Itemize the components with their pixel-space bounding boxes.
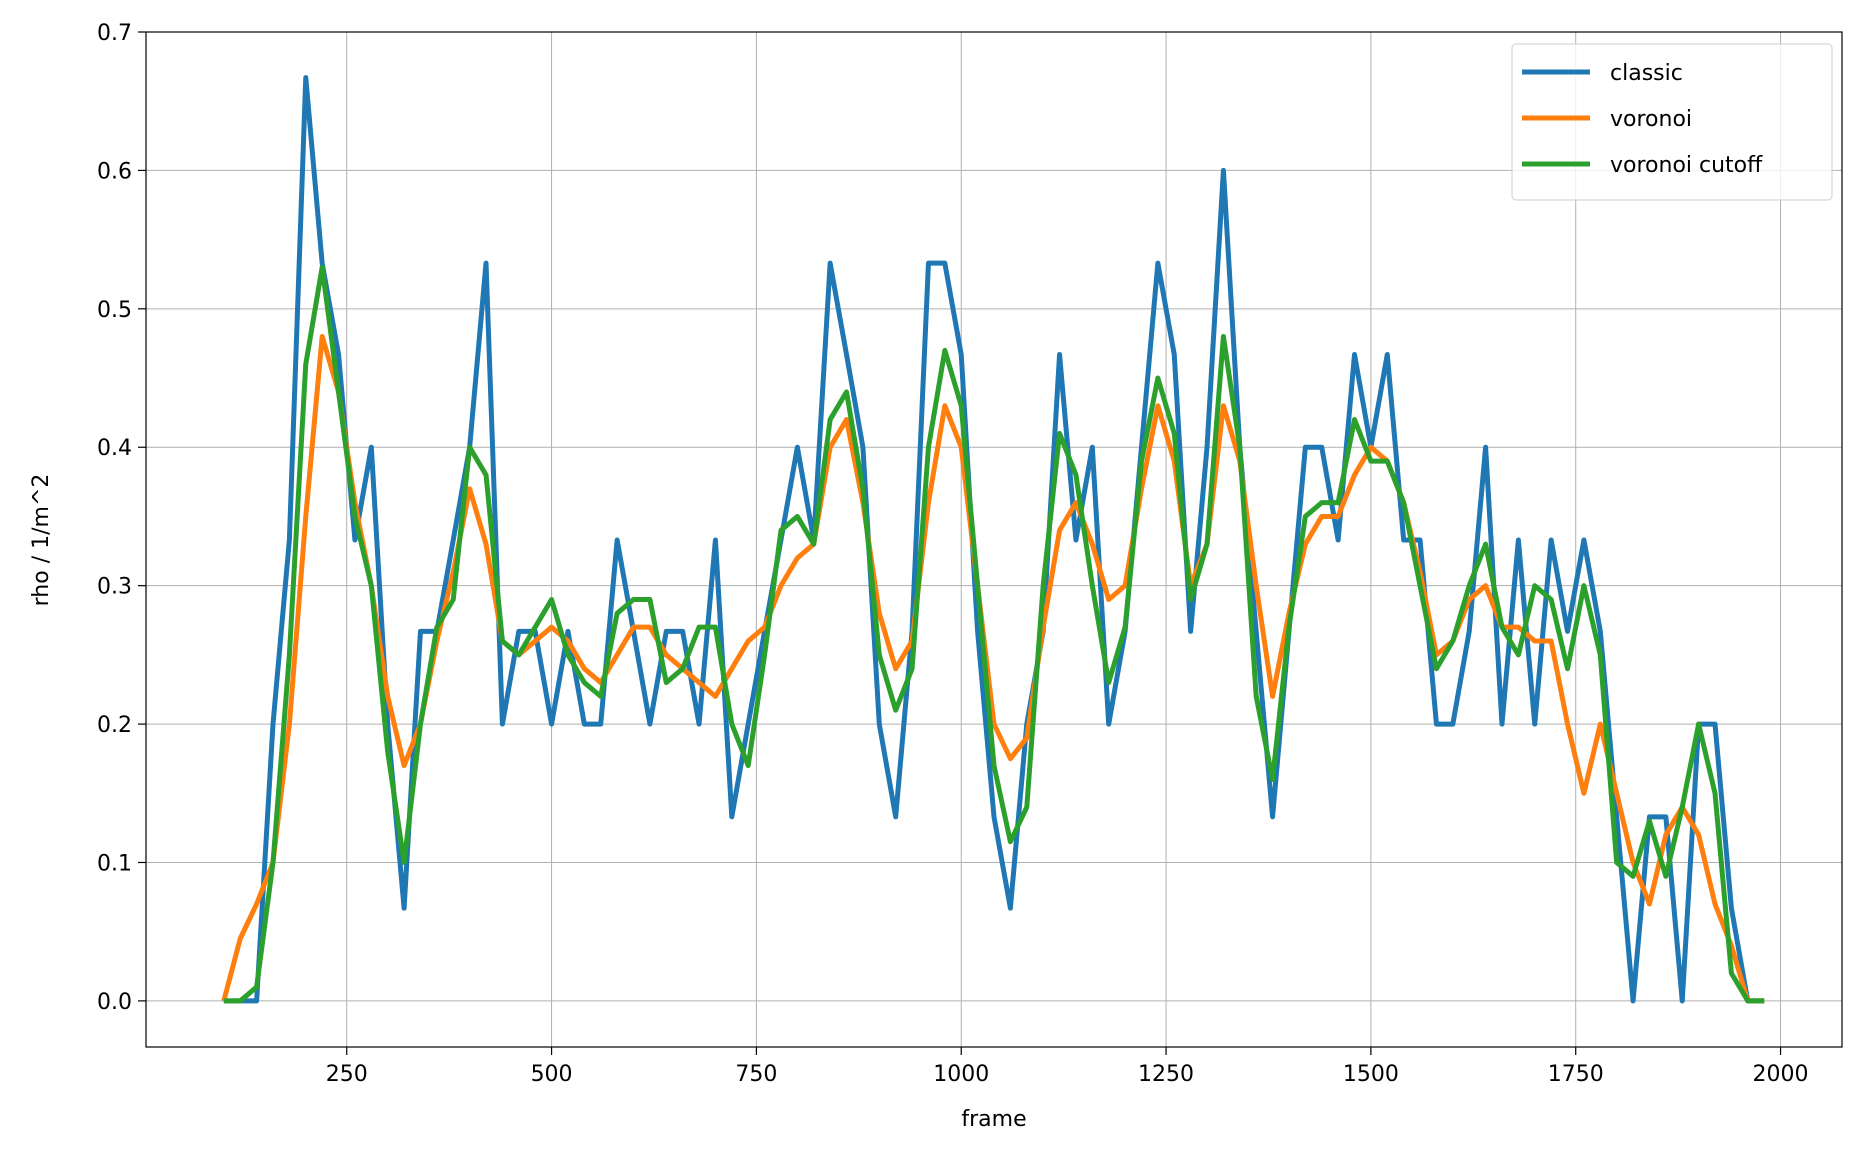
x-tick-label: 1750: [1548, 1062, 1604, 1087]
legend-box: [1511, 43, 1833, 201]
y-tick-label: 0.3: [97, 575, 132, 600]
data-line: [223, 264, 1765, 1004]
x-tick-label: 2000: [1753, 1062, 1809, 1087]
legend-label: classic: [1610, 61, 1683, 86]
y-tick-label: 0.0: [97, 990, 132, 1015]
y-tick-label: 0.6: [97, 159, 132, 184]
x-tick-label: 1000: [933, 1062, 989, 1087]
x-axis-label: frame: [961, 1107, 1026, 1132]
x-tick-label: 1250: [1138, 1062, 1194, 1087]
data-line: [223, 75, 1765, 1004]
y-tick-label: 0.7: [97, 21, 132, 46]
x-tick-label: 500: [531, 1062, 573, 1087]
x-tick-label: 750: [735, 1062, 777, 1087]
legend-label: voronoi cutoff: [1610, 153, 1763, 178]
y-axis-label: rho / 1/m^2: [29, 474, 54, 607]
y-tick-label: 0.4: [97, 436, 132, 461]
y-tick-label: 0.2: [97, 713, 132, 738]
x-tick-label: 250: [326, 1062, 368, 1087]
data-line: [221, 334, 1765, 1004]
y-tick-label: 0.5: [97, 298, 132, 323]
axes-frame: [145, 31, 1843, 1048]
x-tick-label: 1500: [1343, 1062, 1399, 1087]
y-tick-label: 0.1: [97, 851, 132, 876]
legend-label: voronoi: [1610, 107, 1692, 132]
